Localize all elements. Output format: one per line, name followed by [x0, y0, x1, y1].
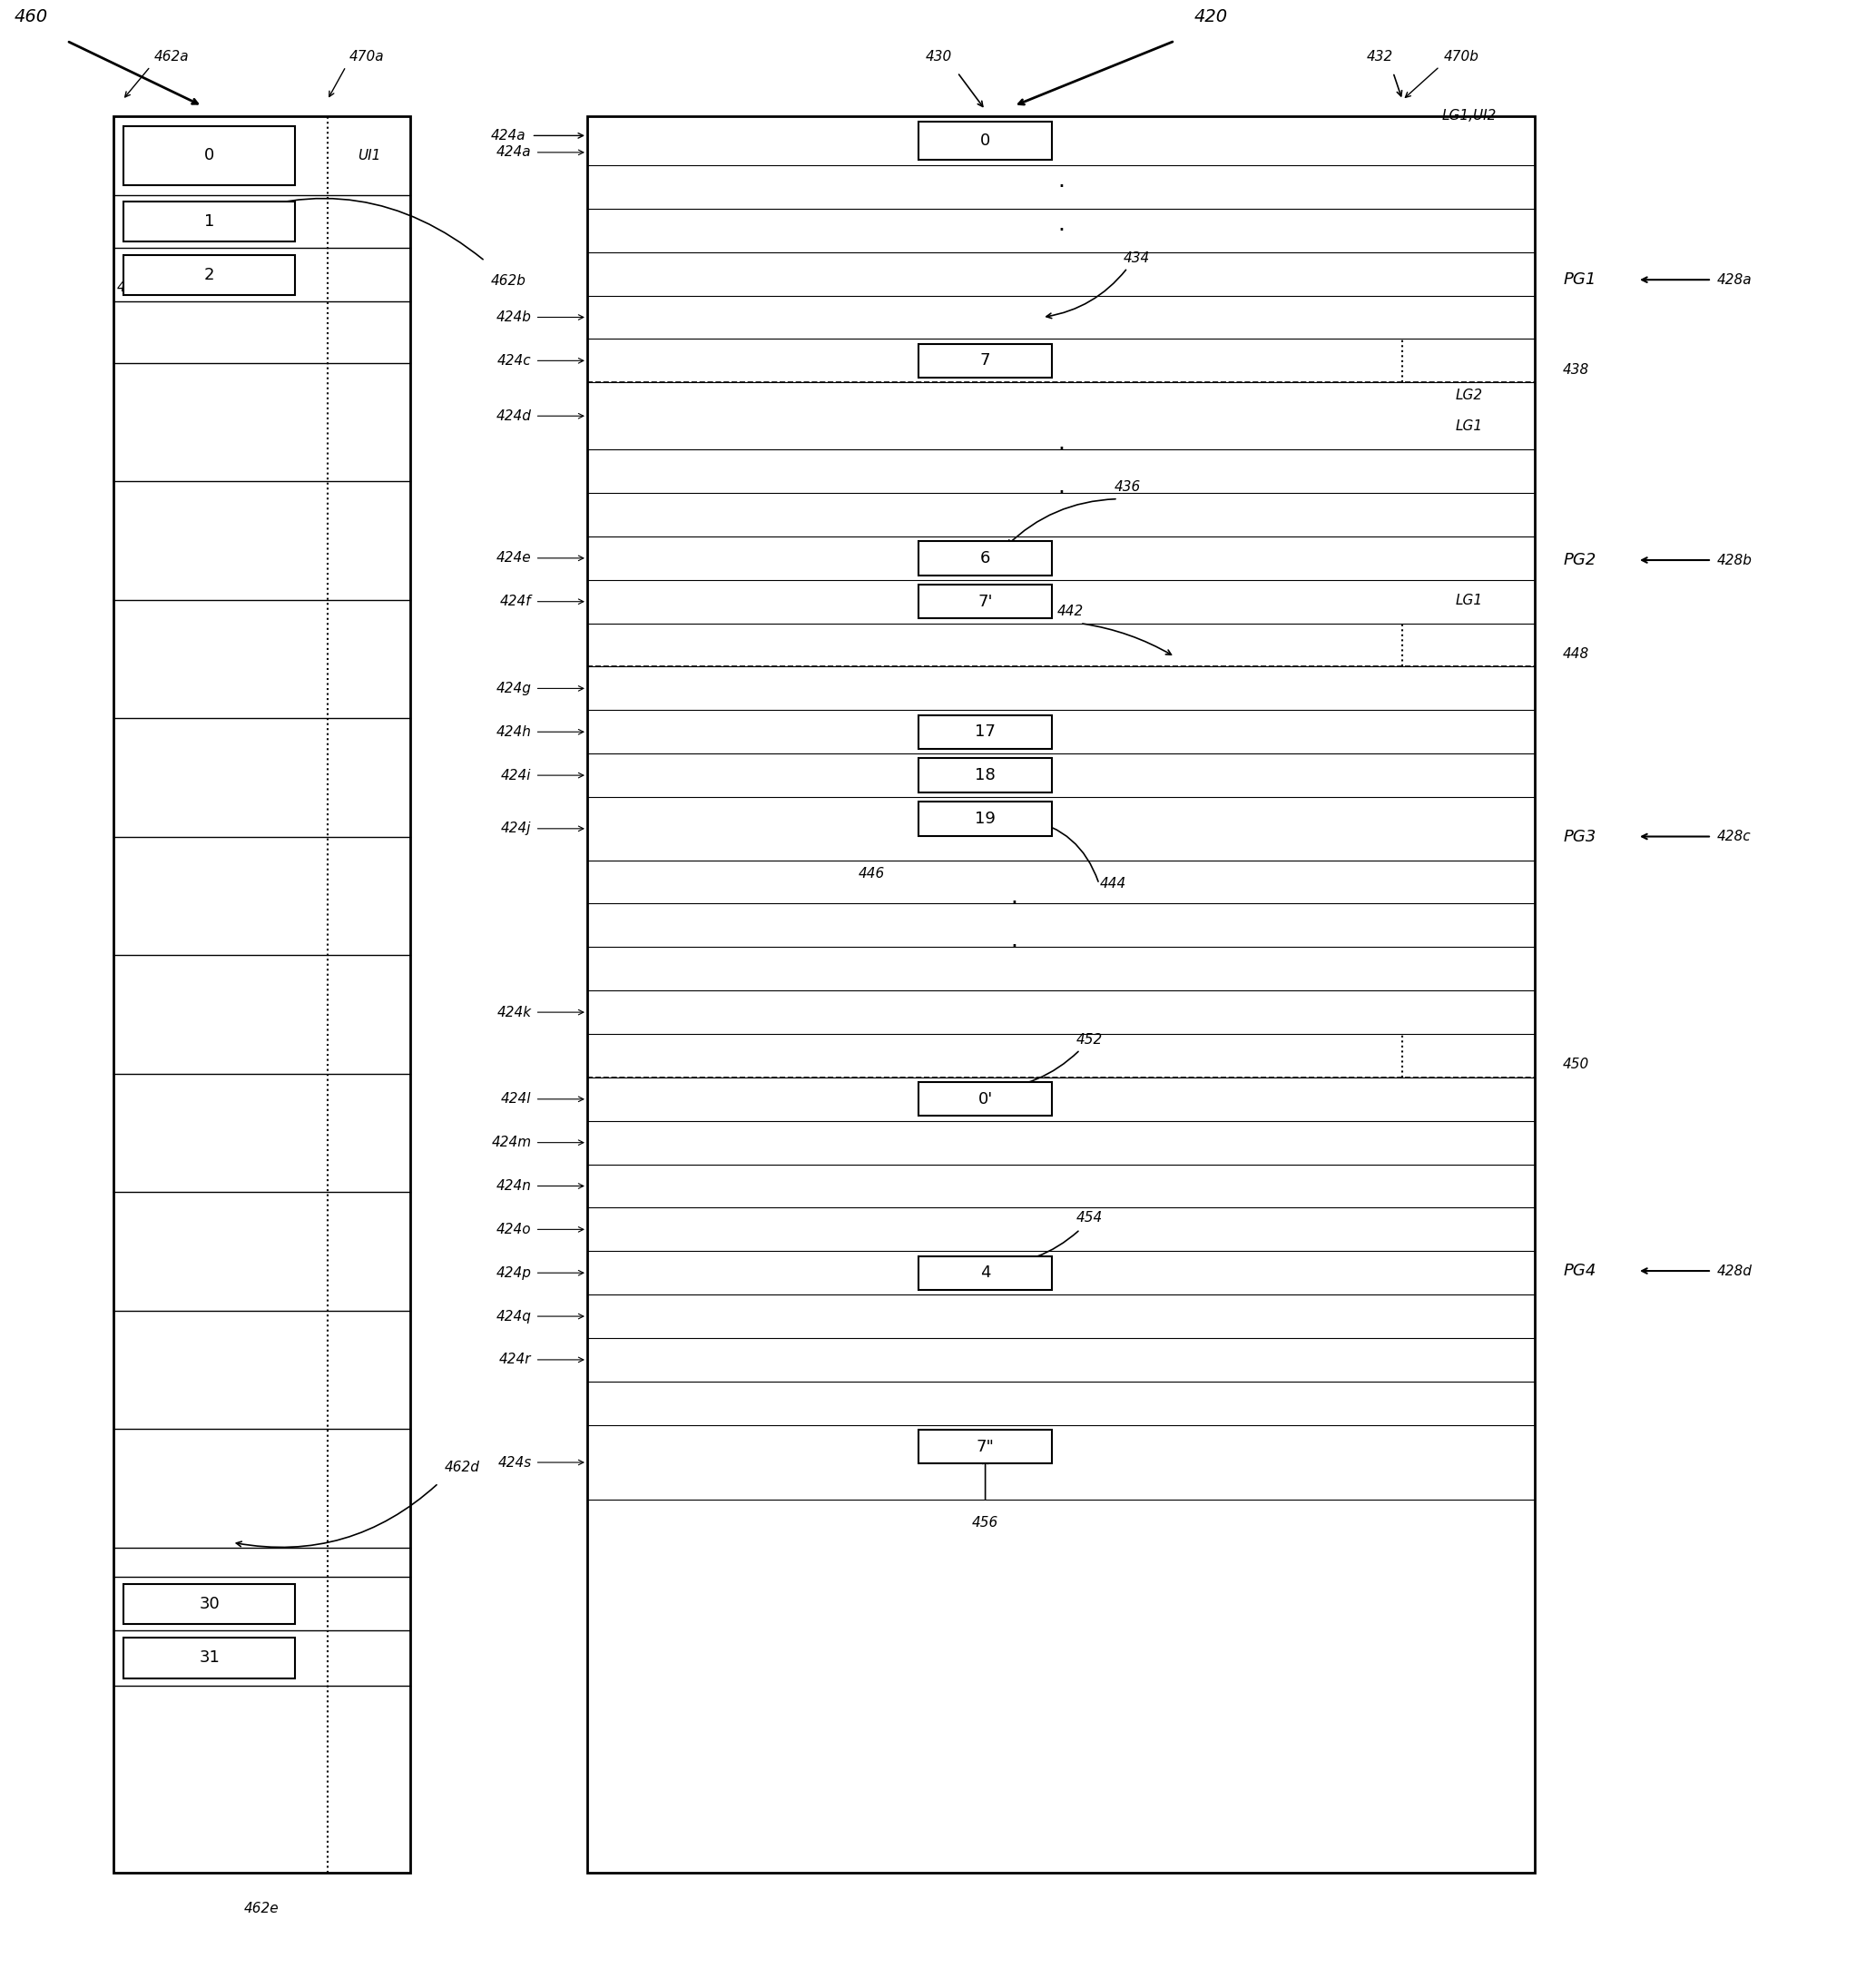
Text: 424a: 424a: [497, 145, 531, 159]
Bar: [113, 115, 411, 1873]
Text: 428b: 428b: [1717, 553, 1752, 567]
Text: 0: 0: [204, 147, 214, 163]
Text: PG2: PG2: [1563, 553, 1596, 569]
Text: 19: 19: [976, 811, 996, 827]
Text: LG1: LG1: [1456, 594, 1482, 608]
Text: 460: 460: [15, 8, 49, 26]
Text: 456: 456: [972, 1515, 998, 1529]
Text: 424r: 424r: [499, 1354, 531, 1366]
Text: 31: 31: [199, 1650, 219, 1666]
Bar: [124, 1584, 295, 1624]
Text: 444: 444: [1099, 877, 1127, 891]
Text: 424g: 424g: [495, 682, 531, 696]
Text: 30: 30: [199, 1596, 219, 1612]
Text: 424c: 424c: [497, 354, 531, 368]
Text: 7": 7": [976, 1439, 994, 1455]
Text: 424m: 424m: [492, 1135, 531, 1149]
Text: 470b: 470b: [1443, 50, 1478, 64]
Text: 424k: 424k: [497, 1006, 531, 1020]
Text: 430: 430: [925, 50, 951, 64]
Text: 428c: 428c: [1717, 829, 1752, 843]
Bar: [919, 716, 1052, 749]
Text: PG4: PG4: [1563, 1262, 1596, 1278]
Text: 424s: 424s: [497, 1455, 531, 1469]
Text: ·: ·: [1009, 893, 1017, 914]
Text: 450: 450: [1563, 1058, 1589, 1072]
Text: 436: 436: [1114, 481, 1141, 493]
Text: PG3: PG3: [1563, 829, 1596, 845]
Text: 424l: 424l: [501, 1091, 531, 1105]
Text: LG2: LG2: [1456, 388, 1482, 402]
Text: 428a: 428a: [1717, 272, 1752, 286]
Text: 424n: 424n: [495, 1179, 531, 1193]
Text: ·: ·: [1058, 481, 1066, 503]
Text: 442: 442: [1058, 604, 1084, 618]
Text: ·: ·: [1058, 177, 1066, 199]
Text: 424o: 424o: [497, 1223, 531, 1237]
Bar: [919, 541, 1052, 575]
Text: 462b: 462b: [490, 274, 525, 288]
Text: 462a: 462a: [154, 50, 189, 64]
Text: 420: 420: [1193, 8, 1227, 26]
Text: UI1: UI1: [358, 149, 381, 163]
Bar: [124, 1638, 295, 1678]
Bar: [919, 1256, 1052, 1290]
Text: 434: 434: [1124, 250, 1150, 264]
Text: 424e: 424e: [497, 551, 531, 565]
Text: 4: 4: [979, 1264, 991, 1280]
Text: 17: 17: [976, 724, 996, 740]
Text: 0: 0: [979, 133, 991, 149]
Text: 424j: 424j: [501, 821, 531, 835]
Text: 424i: 424i: [501, 769, 531, 781]
Text: 424q: 424q: [495, 1310, 531, 1324]
Text: ·: ·: [1058, 439, 1066, 461]
Text: 470a: 470a: [349, 50, 385, 64]
Text: 424b: 424b: [495, 310, 531, 324]
Text: 7: 7: [979, 352, 991, 370]
Bar: [124, 125, 295, 185]
Text: 424h: 424h: [495, 726, 531, 740]
Bar: [919, 1081, 1052, 1115]
Text: PG1: PG1: [1563, 272, 1596, 288]
Text: 6: 6: [979, 551, 991, 567]
Bar: [919, 584, 1052, 618]
Bar: [124, 201, 295, 241]
Text: 18: 18: [976, 767, 996, 783]
Text: 1: 1: [204, 213, 214, 231]
Text: ·: ·: [1009, 936, 1017, 958]
Bar: [919, 1429, 1052, 1463]
Text: LG1: LG1: [1456, 419, 1482, 433]
Text: 424d: 424d: [495, 410, 531, 423]
Bar: [124, 254, 295, 294]
Text: 432: 432: [1366, 50, 1394, 64]
Bar: [919, 757, 1052, 793]
Text: LG1,UI2: LG1,UI2: [1441, 109, 1497, 123]
Text: 424f: 424f: [499, 594, 531, 608]
Bar: [919, 121, 1052, 159]
Text: 462c: 462c: [116, 280, 150, 294]
Bar: [919, 344, 1052, 378]
Bar: [587, 115, 1535, 1873]
Text: 462d: 462d: [445, 1461, 478, 1475]
Text: 428d: 428d: [1717, 1264, 1752, 1278]
Text: 448: 448: [1563, 648, 1589, 660]
Text: 424p: 424p: [495, 1266, 531, 1280]
Text: 7': 7': [977, 592, 992, 610]
Bar: [919, 801, 1052, 835]
Text: 0': 0': [977, 1091, 992, 1107]
Text: 438: 438: [1563, 364, 1589, 376]
Text: 462e: 462e: [244, 1903, 280, 1916]
Text: 2: 2: [204, 266, 214, 282]
Text: 424a: 424a: [492, 129, 525, 143]
Text: ·: ·: [1058, 219, 1066, 241]
Text: 454: 454: [1077, 1211, 1103, 1225]
Text: 446: 446: [857, 867, 885, 881]
Text: 452: 452: [1077, 1034, 1103, 1048]
